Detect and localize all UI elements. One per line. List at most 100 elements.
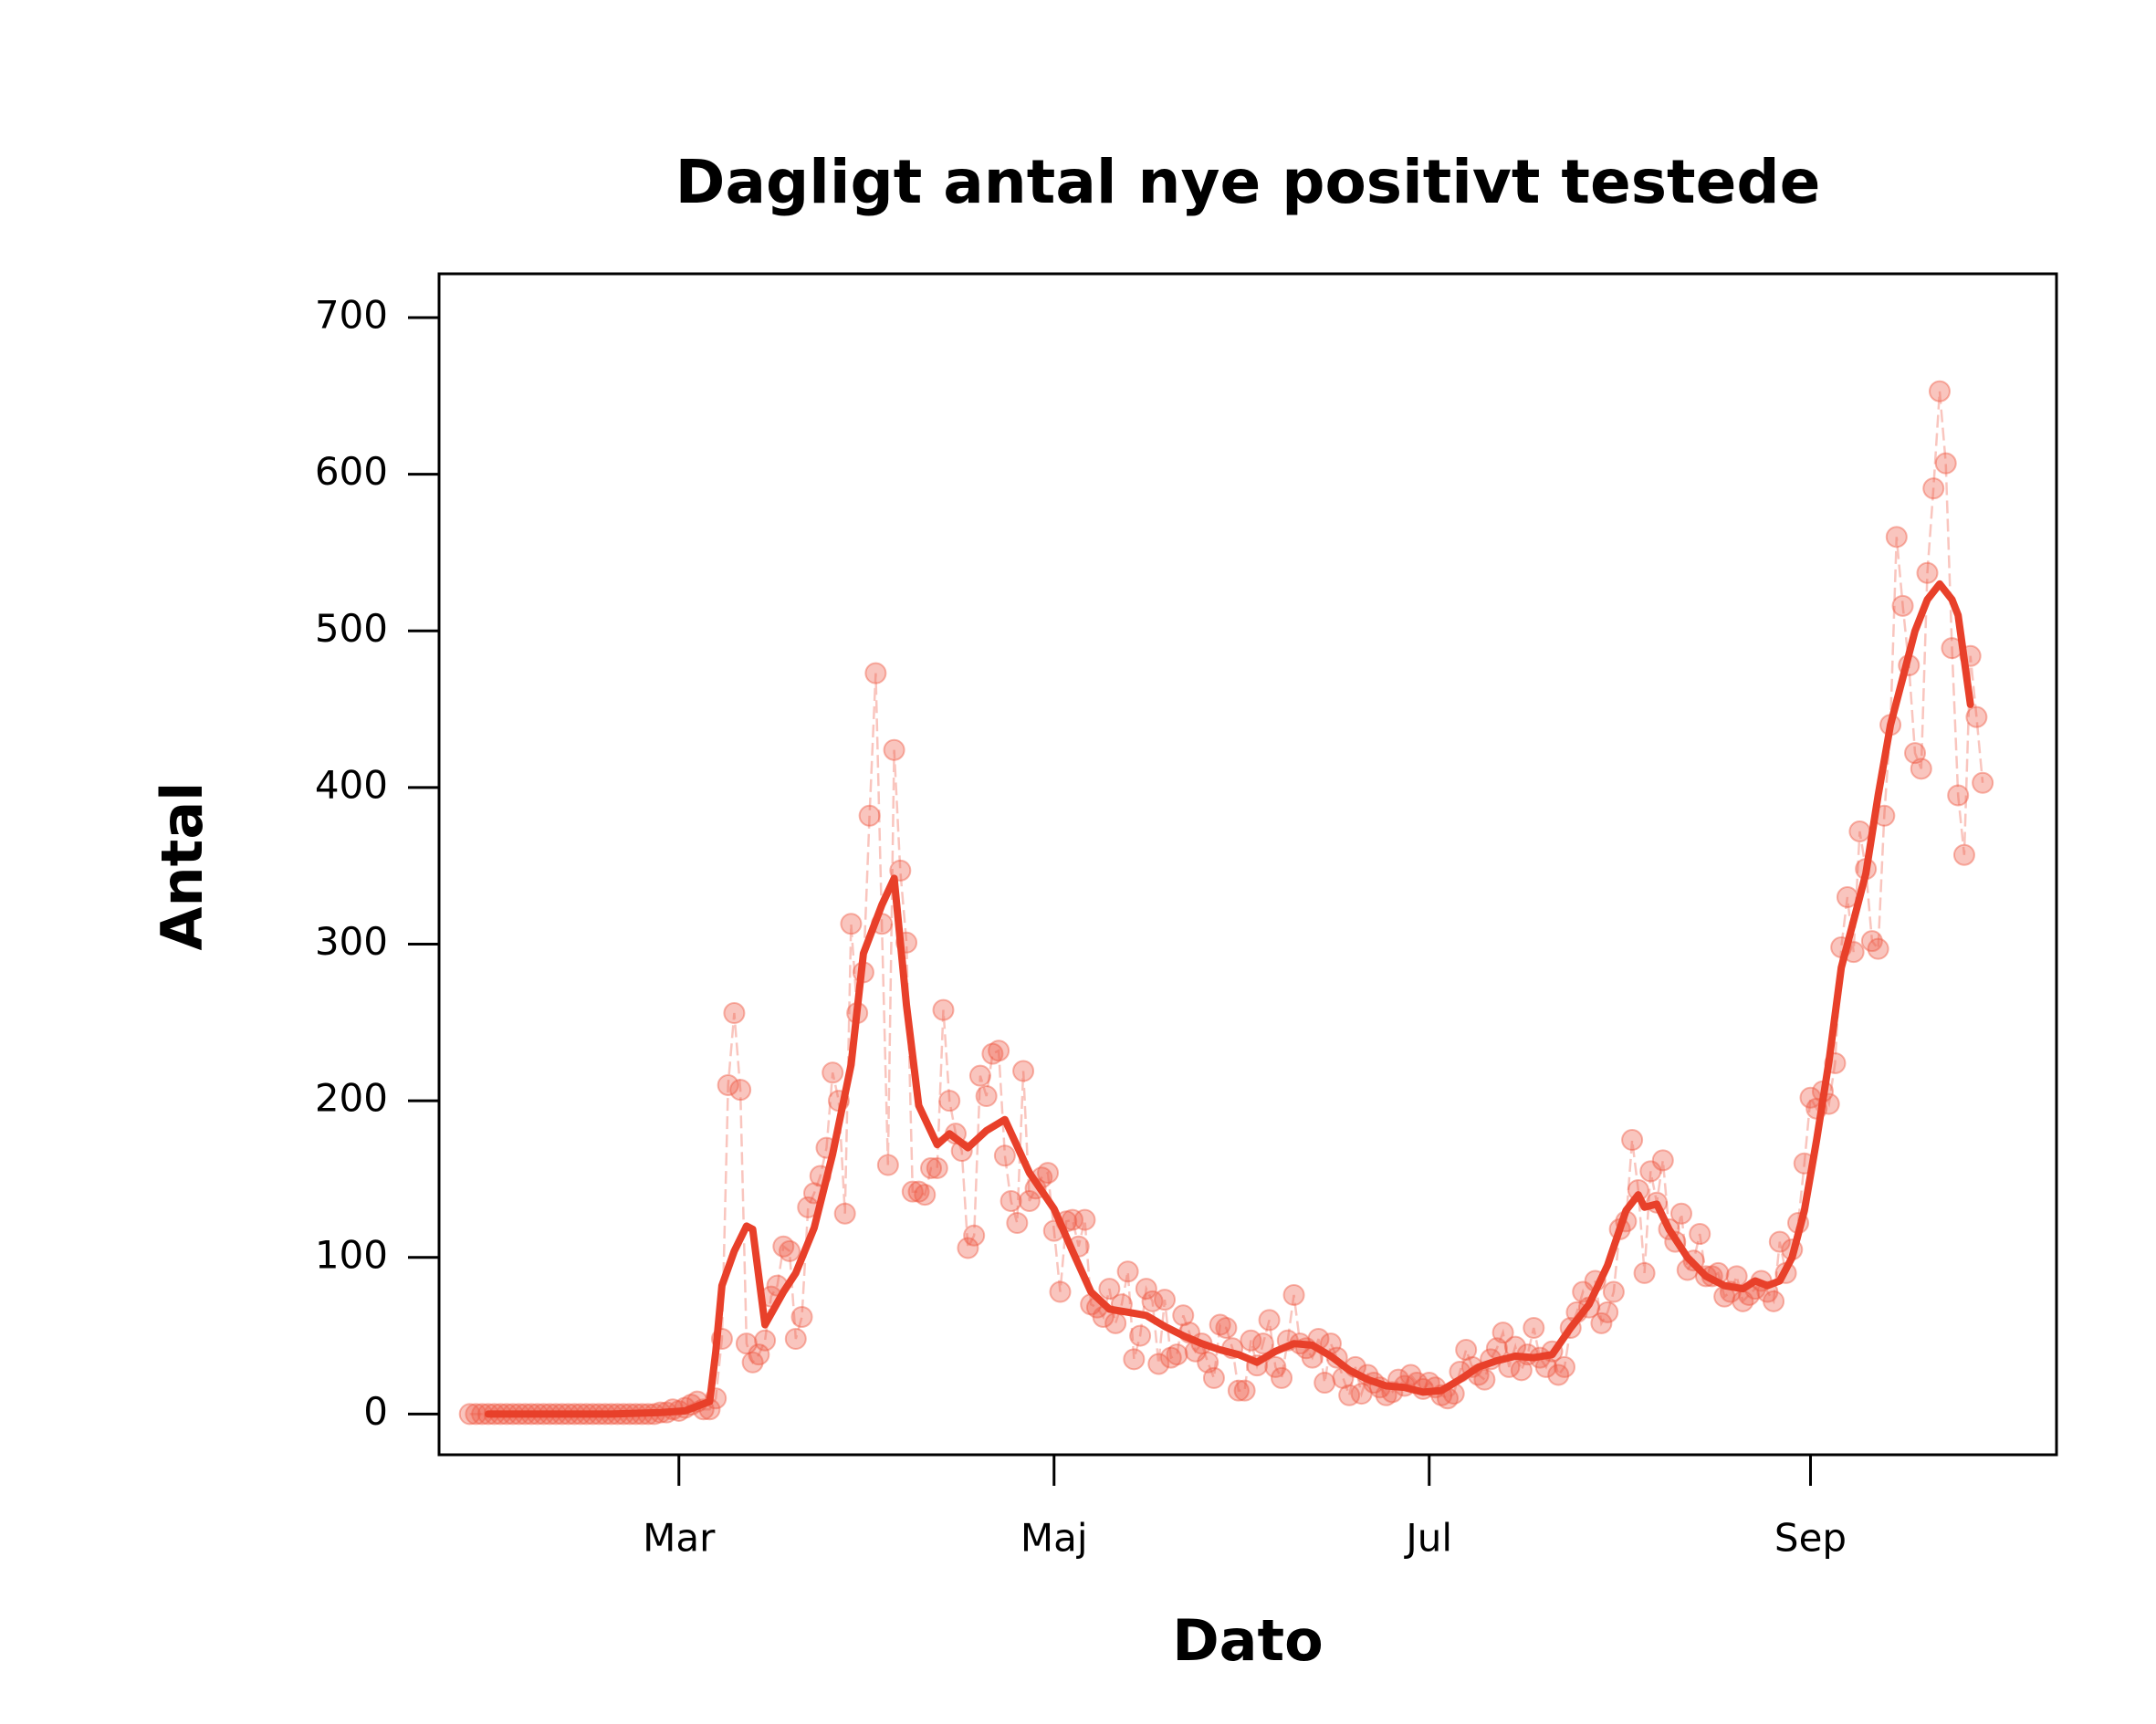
- data-point: [1639, 1160, 1662, 1183]
- data-point: [1166, 1343, 1188, 1366]
- data-point: [1670, 1202, 1693, 1225]
- data-point: [1916, 561, 1939, 584]
- data-point: [1547, 1364, 1570, 1386]
- y-tick-label: 400: [315, 762, 388, 807]
- data-point: [1947, 784, 1970, 807]
- data-point: [1473, 1368, 1496, 1391]
- data-point: [1972, 771, 1994, 794]
- data-point: [1867, 937, 1889, 960]
- data-point: [963, 1224, 986, 1247]
- data-point: [1860, 930, 1883, 953]
- data-point: [748, 1343, 770, 1366]
- data-point: [1135, 1278, 1157, 1301]
- data-point: [1073, 1208, 1096, 1231]
- data-point: [981, 1042, 1004, 1065]
- y-axis-title: Antal: [149, 782, 215, 951]
- data-point: [790, 1305, 813, 1328]
- data-point: [1098, 1278, 1121, 1301]
- data-point: [914, 1184, 937, 1207]
- data-point: [901, 1180, 924, 1203]
- data-point: [1491, 1322, 1514, 1344]
- data-point: [1399, 1364, 1422, 1386]
- x-tick-label: Maj: [1020, 1516, 1088, 1561]
- y-tick-label: 200: [315, 1076, 388, 1121]
- plot-frame: [437, 272, 2058, 1457]
- data-point: [717, 1073, 739, 1096]
- y-tick-label: 700: [315, 293, 388, 338]
- data-point: [1282, 1283, 1305, 1306]
- y-tick-label: 300: [315, 919, 388, 964]
- data-point: [858, 804, 881, 827]
- data-point: [1602, 1280, 1625, 1303]
- data-point: [1922, 477, 1945, 500]
- data-point: [1965, 705, 1988, 728]
- data-point: [754, 1329, 777, 1352]
- data-point: [1141, 1290, 1164, 1312]
- data-point: [1258, 1309, 1281, 1332]
- data-point: [1049, 1280, 1072, 1303]
- data-point: [988, 1040, 1010, 1062]
- data-point: [1240, 1329, 1262, 1352]
- data-point: [993, 1144, 1016, 1167]
- y-tick-label: 500: [315, 606, 388, 651]
- data-point: [968, 1064, 991, 1087]
- data-point: [1934, 452, 1957, 475]
- data-point: [1227, 1379, 1250, 1402]
- x-axis-title: Dato: [1172, 1607, 1324, 1674]
- data-point: [1350, 1383, 1373, 1405]
- data-point: [920, 1156, 943, 1179]
- data-point: [1018, 1189, 1041, 1212]
- data-point: [1633, 1261, 1656, 1284]
- data-point: [822, 1061, 844, 1084]
- data-point: [1763, 1290, 1785, 1312]
- data-point: [1848, 820, 1871, 842]
- data-point: [1651, 1149, 1674, 1172]
- data-point: [1910, 758, 1932, 780]
- data-point: [1209, 1313, 1231, 1336]
- data-point: [1338, 1384, 1361, 1406]
- y-tick-label: 100: [315, 1232, 388, 1277]
- x-tick-label: Sep: [1774, 1516, 1847, 1561]
- data-point: [1006, 1212, 1029, 1235]
- data-point: [938, 1090, 961, 1113]
- data-point: [723, 1002, 746, 1025]
- data-point: [932, 998, 955, 1021]
- data-point: [1264, 1355, 1287, 1378]
- data-point: [784, 1328, 807, 1351]
- data-point: [1012, 1060, 1035, 1082]
- y-tick-label: 0: [363, 1389, 388, 1434]
- x-tick-label: Mar: [643, 1516, 716, 1561]
- data-point: [1202, 1366, 1225, 1389]
- data-point: [907, 1180, 930, 1203]
- data-point: [1523, 1316, 1545, 1339]
- smoothed-line: [484, 580, 1974, 1418]
- data-point: [957, 1237, 979, 1259]
- data-point: [1154, 1289, 1177, 1311]
- data-point: [864, 662, 887, 684]
- data-point: [1251, 1332, 1274, 1355]
- data-point: [1197, 1351, 1219, 1374]
- data-point: [741, 1351, 764, 1374]
- data-point: [1904, 742, 1927, 765]
- data-point: [1952, 843, 1975, 866]
- data-point: [1159, 1346, 1182, 1369]
- y-tick-label: 600: [315, 449, 388, 494]
- data-point: [926, 1156, 948, 1179]
- data-point: [840, 913, 863, 935]
- data-point: [1129, 1324, 1152, 1347]
- data-point: [1313, 1372, 1336, 1395]
- data-point: [1116, 1260, 1139, 1283]
- data-point: [1172, 1304, 1195, 1327]
- data-point: [1928, 380, 1951, 402]
- data-point: [1123, 1348, 1146, 1371]
- data-point: [1104, 1311, 1127, 1334]
- x-tick-label: Jul: [1403, 1516, 1452, 1561]
- data-point: [1271, 1366, 1293, 1389]
- data-point: [779, 1239, 801, 1262]
- data-point: [1885, 526, 1908, 549]
- data-point: [1147, 1353, 1170, 1375]
- data-point: [1000, 1189, 1022, 1212]
- data-point: [833, 1202, 856, 1225]
